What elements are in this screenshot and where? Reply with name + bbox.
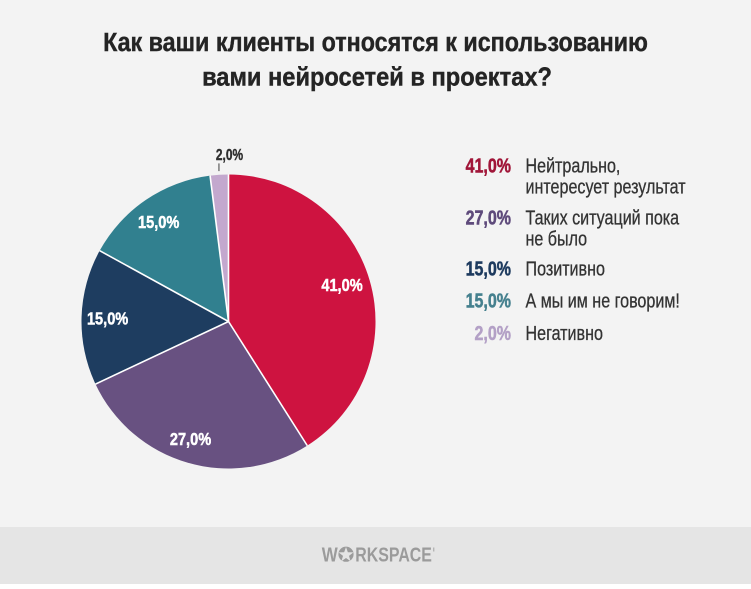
svg-text:RKSPACE: RKSPACE	[355, 544, 432, 566]
svg-text:2,0%: 2,0%	[216, 146, 243, 164]
svg-text:27,0%: 27,0%	[466, 207, 511, 229]
svg-text:вами нейросетей в проектах?: вами нейросетей в проектах?	[202, 64, 552, 92]
svg-text:Позитивно: Позитивно	[526, 258, 605, 280]
svg-text:27,0%: 27,0%	[170, 430, 212, 450]
svg-text:15,0%: 15,0%	[87, 309, 129, 329]
svg-text:2,0%: 2,0%	[475, 322, 511, 344]
svg-text:41,0%: 41,0%	[321, 276, 363, 296]
svg-text:15,0%: 15,0%	[466, 290, 511, 312]
svg-text:W: W	[322, 543, 338, 566]
svg-text:Как ваши клиенты относятся к и: Как ваши клиенты относятся к использован…	[103, 29, 648, 57]
svg-text:не было: не было	[526, 228, 588, 250]
svg-text:интересует результат: интересует результат	[526, 176, 686, 198]
svg-text:15,0%: 15,0%	[138, 213, 180, 233]
svg-text:Таких ситуаций пока: Таких ситуаций пока	[526, 207, 680, 229]
svg-text:Нейтрально,: Нейтрально,	[526, 155, 621, 177]
svg-text:41,0%: 41,0%	[466, 155, 511, 177]
svg-text:Негативно: Негативно	[526, 322, 603, 344]
svg-text:15,0%: 15,0%	[466, 258, 511, 280]
svg-text:А мы им не говорим!: А мы им не говорим!	[526, 290, 680, 312]
